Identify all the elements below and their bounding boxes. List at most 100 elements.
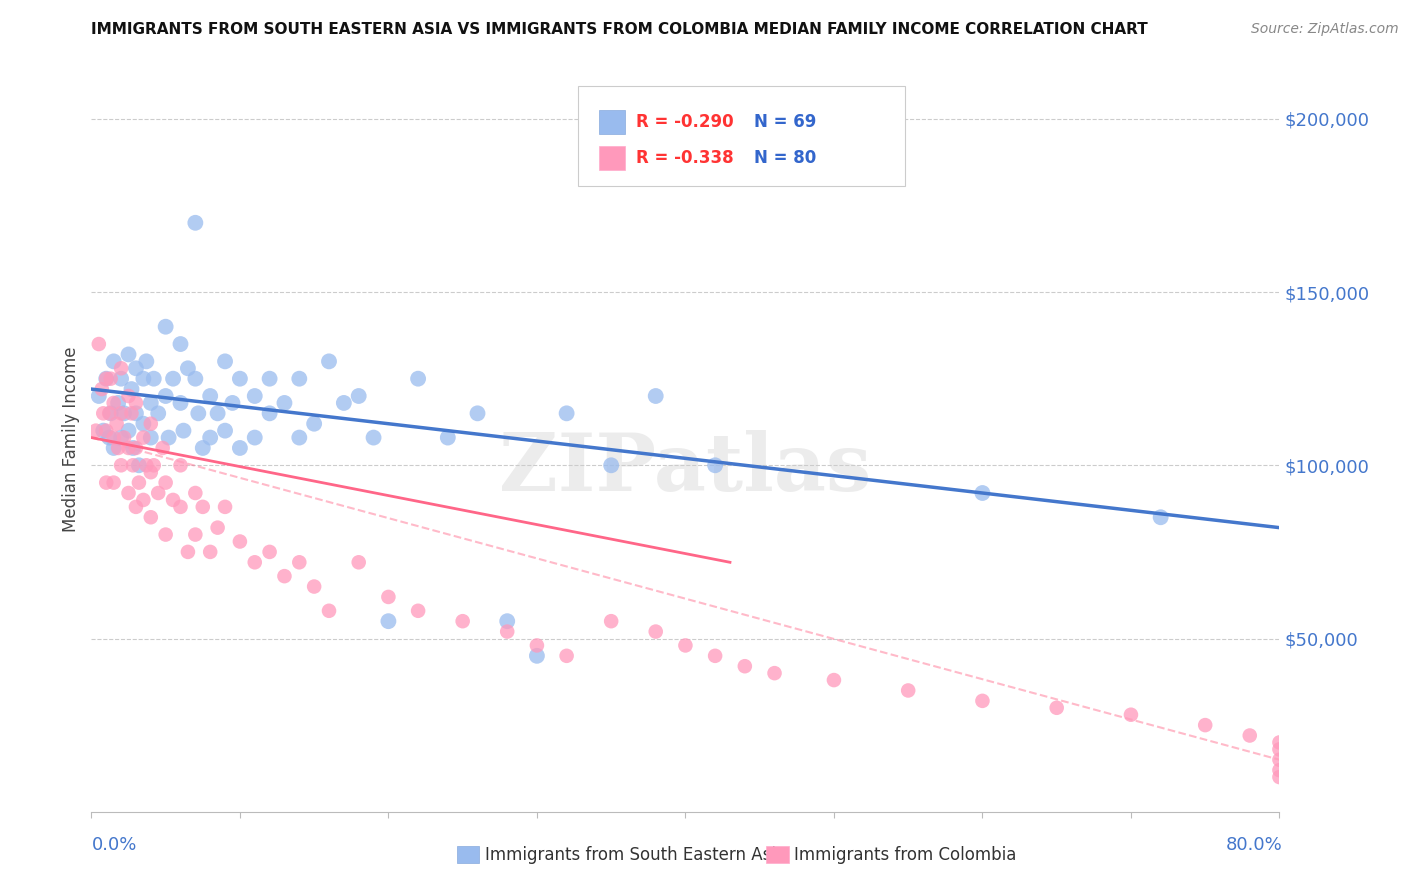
Point bbox=[128, 475, 150, 490]
Point bbox=[103, 396, 125, 410]
Point bbox=[148, 486, 170, 500]
Point bbox=[1268, 735, 1291, 749]
Point bbox=[135, 354, 157, 368]
Point bbox=[98, 431, 121, 445]
Point bbox=[1268, 770, 1291, 784]
Point bbox=[87, 389, 110, 403]
Point bbox=[1268, 763, 1291, 777]
Point bbox=[644, 624, 666, 639]
Point bbox=[139, 510, 162, 524]
Point bbox=[155, 389, 177, 403]
Point bbox=[125, 396, 148, 410]
Point bbox=[288, 372, 311, 386]
Point bbox=[142, 372, 165, 386]
Text: IMMIGRANTS FROM SOUTH EASTERN ASIA VS IMMIGRANTS FROM COLOMBIA MEDIAN FAMILY INC: IMMIGRANTS FROM SOUTH EASTERN ASIA VS IM… bbox=[91, 22, 1149, 37]
Point bbox=[259, 406, 281, 420]
Point bbox=[132, 417, 155, 431]
Point bbox=[125, 500, 148, 514]
Point bbox=[333, 396, 356, 410]
Point bbox=[184, 372, 207, 386]
Point bbox=[110, 431, 132, 445]
Point bbox=[1268, 753, 1291, 767]
Point bbox=[157, 431, 180, 445]
FancyBboxPatch shape bbox=[599, 110, 624, 134]
Point bbox=[103, 441, 125, 455]
Point bbox=[87, 337, 110, 351]
Point bbox=[243, 389, 266, 403]
Text: Immigrants from Colombia: Immigrants from Colombia bbox=[794, 846, 1017, 863]
Point bbox=[673, 639, 696, 653]
Point bbox=[103, 475, 125, 490]
Point bbox=[288, 555, 311, 569]
Point bbox=[191, 441, 214, 455]
Point bbox=[763, 666, 786, 681]
Text: 0.0%: 0.0% bbox=[91, 836, 136, 854]
Point bbox=[84, 424, 107, 438]
Point bbox=[191, 500, 214, 514]
Point bbox=[229, 534, 252, 549]
Point bbox=[142, 458, 165, 473]
Point bbox=[132, 492, 155, 507]
Point bbox=[103, 354, 125, 368]
Point bbox=[148, 406, 170, 420]
Point bbox=[117, 486, 139, 500]
Point bbox=[110, 361, 132, 376]
Text: 80.0%: 80.0% bbox=[1226, 836, 1282, 854]
Point bbox=[155, 319, 177, 334]
Point bbox=[823, 673, 845, 687]
Point bbox=[135, 458, 157, 473]
Text: ZIPatlas: ZIPatlas bbox=[499, 430, 872, 508]
Point bbox=[214, 354, 236, 368]
Point bbox=[243, 555, 266, 569]
Point bbox=[704, 458, 727, 473]
Point bbox=[91, 424, 114, 438]
Point bbox=[96, 424, 118, 438]
Point bbox=[363, 431, 385, 445]
Point bbox=[132, 431, 155, 445]
Point bbox=[406, 372, 429, 386]
Point bbox=[169, 458, 191, 473]
Point bbox=[117, 441, 139, 455]
Point bbox=[496, 614, 519, 628]
Point bbox=[117, 389, 139, 403]
Point bbox=[96, 372, 118, 386]
Point bbox=[184, 486, 207, 500]
Y-axis label: Median Family Income: Median Family Income bbox=[62, 347, 80, 532]
Point bbox=[318, 354, 340, 368]
Point bbox=[406, 604, 429, 618]
Point bbox=[347, 389, 370, 403]
Point bbox=[555, 648, 578, 663]
Point bbox=[110, 372, 132, 386]
Point bbox=[184, 527, 207, 541]
Point bbox=[318, 604, 340, 618]
Point bbox=[229, 441, 252, 455]
Point bbox=[302, 417, 325, 431]
Point bbox=[200, 545, 222, 559]
Point bbox=[207, 406, 229, 420]
Point bbox=[451, 614, 474, 628]
Point bbox=[1046, 700, 1069, 714]
Point bbox=[90, 382, 112, 396]
Point bbox=[117, 424, 139, 438]
Text: R = -0.290: R = -0.290 bbox=[636, 113, 733, 131]
Point bbox=[496, 624, 519, 639]
Point bbox=[96, 475, 118, 490]
Point bbox=[221, 396, 243, 410]
Point bbox=[972, 694, 994, 708]
FancyBboxPatch shape bbox=[578, 86, 905, 186]
Point bbox=[172, 424, 194, 438]
Point bbox=[273, 396, 295, 410]
Point bbox=[526, 639, 548, 653]
Point bbox=[259, 545, 281, 559]
Text: R = -0.338: R = -0.338 bbox=[636, 149, 733, 167]
Point bbox=[644, 389, 666, 403]
Point bbox=[347, 555, 370, 569]
Point bbox=[100, 372, 122, 386]
Point bbox=[169, 500, 191, 514]
Point bbox=[98, 406, 121, 420]
Point bbox=[117, 347, 139, 361]
Point bbox=[1194, 718, 1216, 732]
Point bbox=[704, 648, 727, 663]
Text: Source: ZipAtlas.com: Source: ZipAtlas.com bbox=[1251, 22, 1399, 37]
Text: N = 80: N = 80 bbox=[755, 149, 817, 167]
